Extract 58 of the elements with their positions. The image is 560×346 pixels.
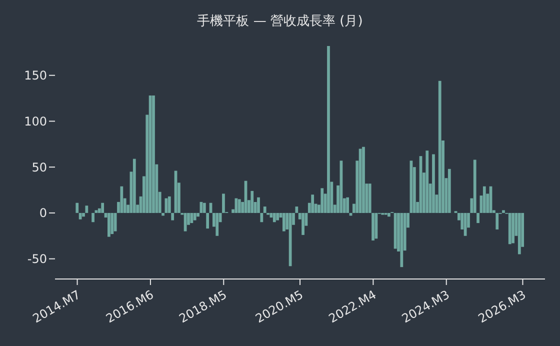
y-tick-label: 0 [39, 206, 47, 220]
bar [448, 168, 451, 213]
bar [368, 184, 372, 213]
chart-title: 手機平板 — 營收成長率 (月) [196, 13, 364, 30]
bar [400, 212, 404, 268]
bar [473, 160, 476, 213]
bar [482, 186, 486, 213]
bar [282, 212, 286, 232]
bar [92, 212, 94, 222]
bar [168, 196, 171, 213]
bar [190, 212, 194, 224]
bar [508, 212, 512, 244]
bar [82, 212, 85, 217]
bar [132, 158, 136, 213]
bar [152, 96, 155, 213]
bar [327, 46, 330, 213]
bar [502, 210, 505, 213]
bar [438, 80, 442, 213]
bar [202, 202, 206, 213]
bar [257, 197, 260, 213]
bar [263, 206, 266, 213]
y-tick-label: 50 [32, 160, 47, 174]
bar [101, 202, 104, 213]
bar [85, 206, 88, 213]
bar [426, 150, 429, 213]
bar [222, 194, 225, 213]
bar [432, 154, 435, 213]
bar [272, 212, 276, 222]
bar [238, 199, 241, 213]
bar [108, 212, 110, 237]
bar [476, 212, 480, 224]
bar [196, 212, 200, 217]
bar [120, 186, 124, 213]
bar [193, 212, 196, 220]
bar [518, 212, 521, 254]
bar [94, 210, 98, 213]
bar [260, 212, 264, 222]
bar [496, 212, 499, 230]
bar [76, 202, 79, 213]
bar [372, 212, 374, 240]
bar [110, 212, 114, 234]
bar [206, 212, 210, 229]
y-tick-label: 150 [24, 68, 47, 83]
bar [320, 188, 324, 213]
bar [388, 212, 390, 217]
bar [216, 212, 219, 236]
bar [346, 197, 350, 213]
bar [362, 146, 365, 213]
bar [512, 212, 514, 244]
bar [171, 212, 174, 220]
bar [276, 212, 280, 220]
y-tick-label: 100 [24, 114, 47, 128]
bar [162, 212, 164, 216]
bar [250, 190, 254, 213]
bar [302, 212, 304, 235]
bar [311, 194, 314, 213]
y-tick-label: -50 [27, 252, 47, 266]
bar [295, 206, 298, 213]
